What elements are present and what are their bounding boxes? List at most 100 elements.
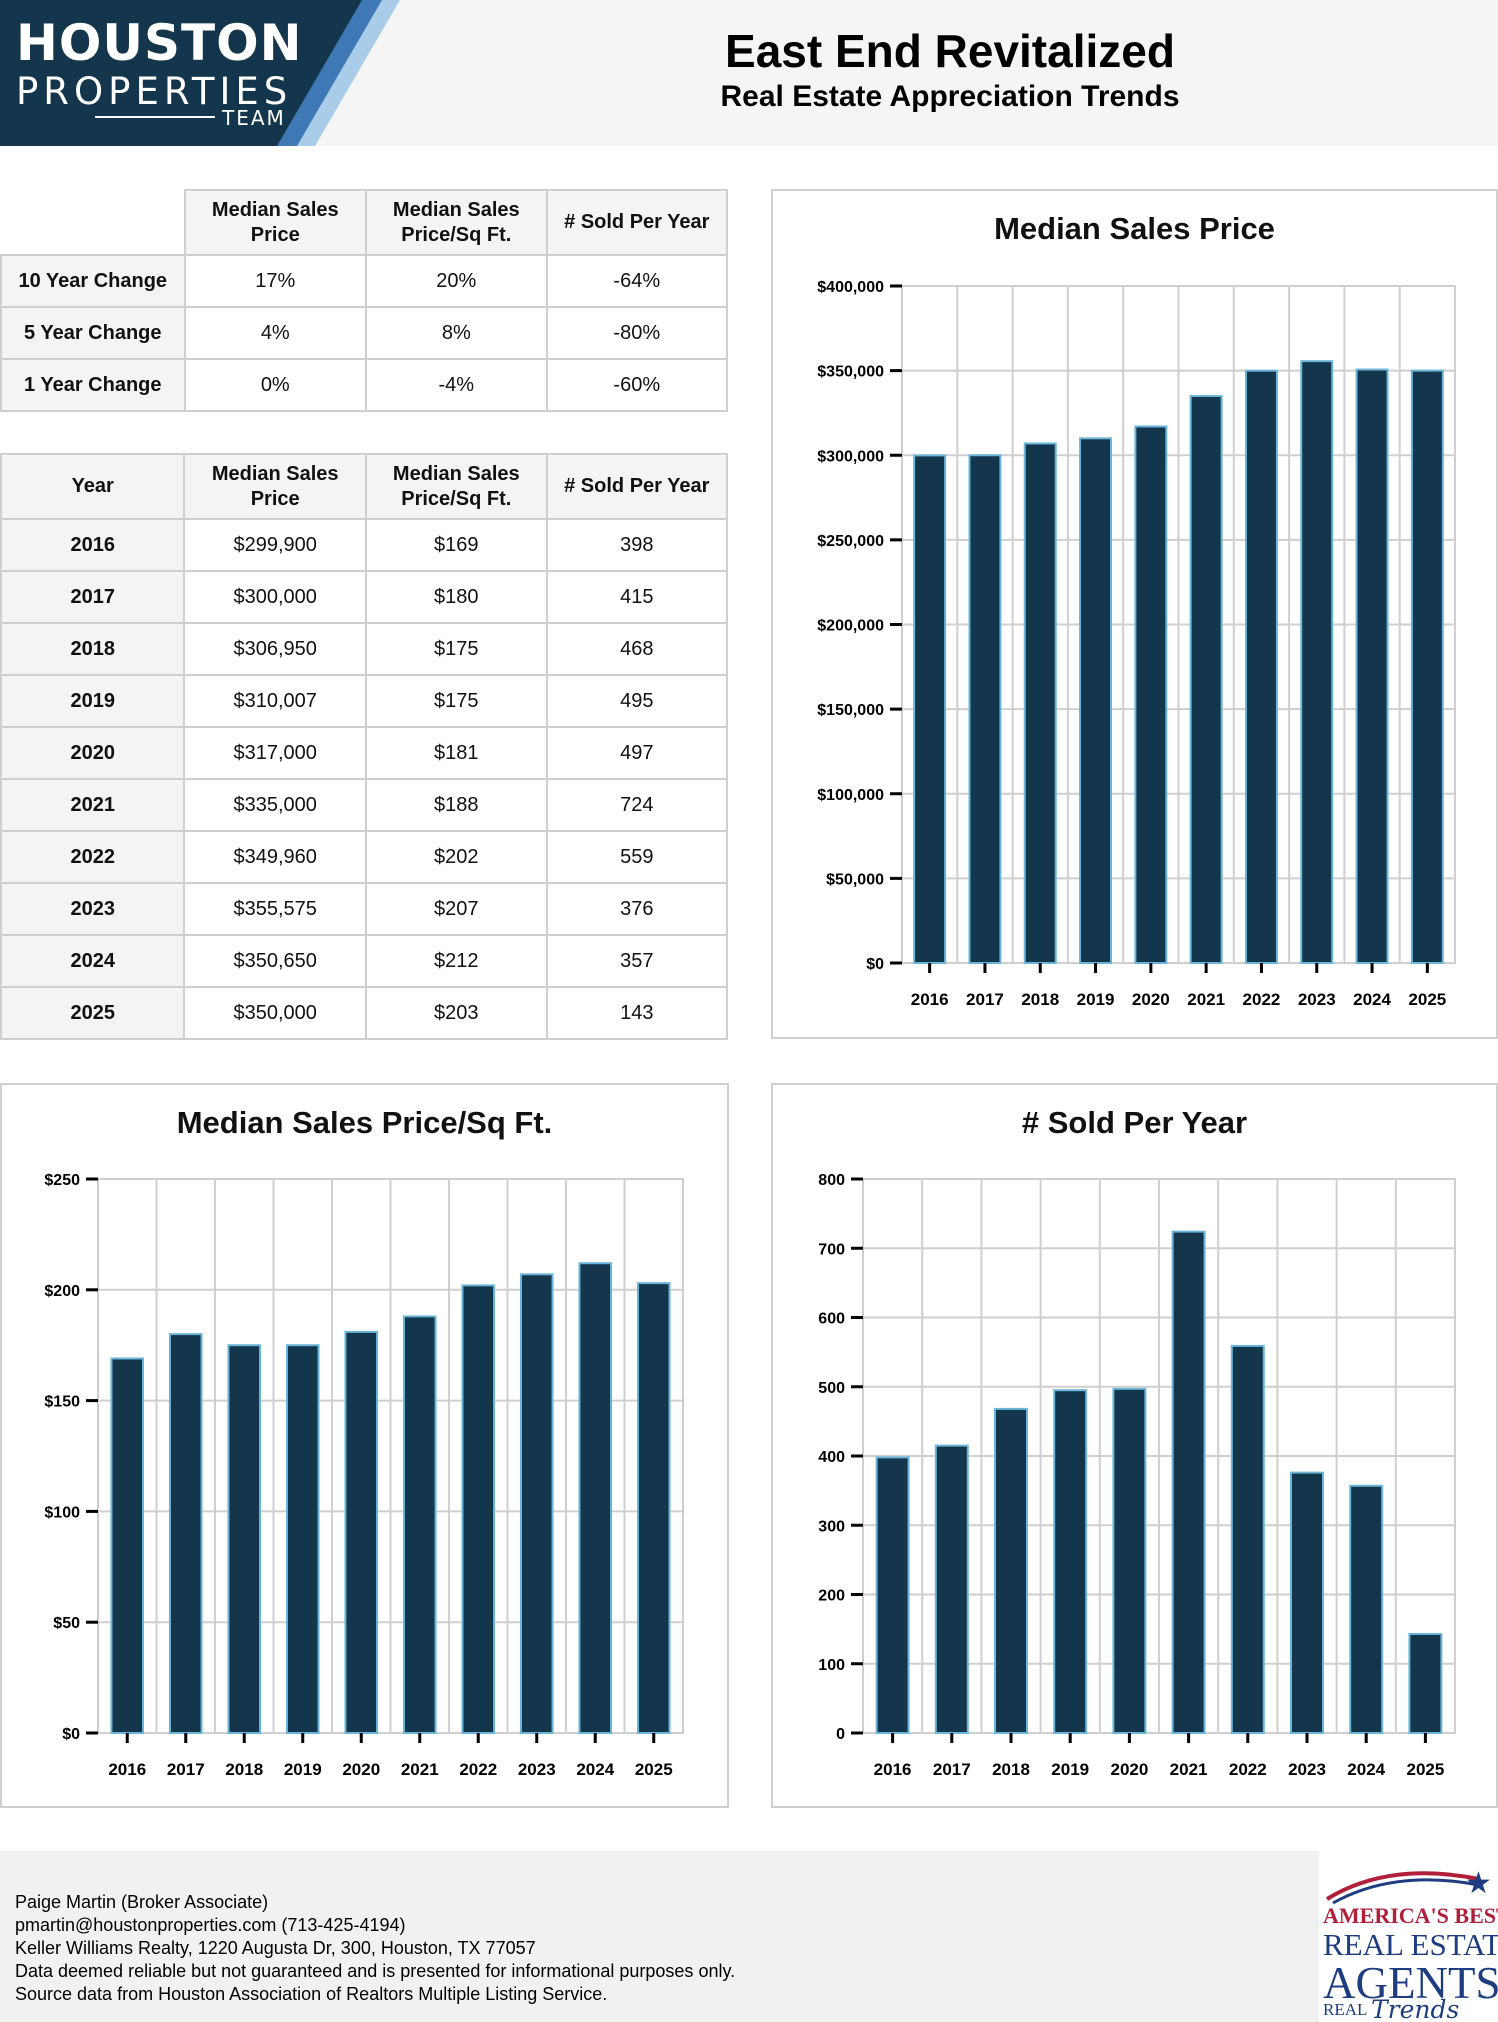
x-tick-label: 2016 xyxy=(874,1760,912,1779)
cell-sqft: $175 xyxy=(364,622,548,676)
page-footer: Paige Martin (Broker Associate) pmartin@… xyxy=(0,1851,1498,2022)
cell-sold: 357 xyxy=(545,934,729,988)
bar xyxy=(1408,1632,1443,1734)
bar xyxy=(1410,369,1444,964)
bar xyxy=(1171,1230,1206,1734)
bar xyxy=(1053,1389,1088,1734)
bar xyxy=(578,1262,613,1734)
y-tick-label: 500 xyxy=(818,1380,845,1397)
cell-year: 2016 xyxy=(0,518,186,572)
cell-price: 17% xyxy=(183,254,368,308)
y-tick-label: 800 xyxy=(818,1172,845,1189)
table-header-sold: # Sold Per Year xyxy=(545,453,729,520)
y-tick-label: $150,000 xyxy=(817,702,884,719)
y-tick-label: $100 xyxy=(44,1504,80,1521)
brokerage-address: Keller Williams Realty, 1220 Augusta Dr,… xyxy=(15,1938,536,1958)
chart-title: # Sold Per Year xyxy=(1021,1105,1248,1140)
page-title: East End Revitalized xyxy=(725,25,1175,77)
company-logo xyxy=(0,0,400,146)
cell-price: $317,000 xyxy=(183,726,367,780)
x-tick-label: 2020 xyxy=(1132,990,1170,1009)
y-tick-label: $100,000 xyxy=(817,787,884,804)
sold-per-year-chart-panel: # Sold Per Year 0 100 200 300 400 500 600 700 80… xyxy=(771,1083,1498,1808)
y-tick-label: 700 xyxy=(818,1241,845,1258)
x-tick-label: 2023 xyxy=(1288,1760,1326,1779)
bar xyxy=(1244,369,1278,965)
table-row: 2021 $335,000 $188 724 xyxy=(0,778,729,832)
row-label: 10 Year Change xyxy=(0,254,186,308)
logo-divider xyxy=(95,116,215,118)
cell-year: 2024 xyxy=(0,934,186,988)
x-tick-label: 2017 xyxy=(966,990,1004,1009)
bar xyxy=(110,1357,145,1734)
table-row: 2018 $306,950 $175 468 xyxy=(0,622,729,676)
cell-sold: 724 xyxy=(545,778,729,832)
y-tick-label: $50 xyxy=(53,1615,80,1632)
y-tick-label: $300,000 xyxy=(817,448,884,465)
page-header: HOUSTON PROPERTIES TEAM East End Revital… xyxy=(0,0,1498,146)
cell-year: 2017 xyxy=(0,570,186,624)
x-tick-label: 2021 xyxy=(1187,990,1225,1009)
x-tick-label: 2023 xyxy=(1298,990,1336,1009)
table-header-sqft: Median Sales Price/Sq Ft. xyxy=(365,189,548,256)
bar xyxy=(636,1282,671,1734)
y-tick-label: $150 xyxy=(44,1394,80,1411)
y-tick-label: $50,000 xyxy=(826,871,884,888)
bar xyxy=(934,1444,969,1734)
cell-sold: 468 xyxy=(545,622,729,676)
cell-sqft: $203 xyxy=(364,986,548,1040)
x-tick-label: 2020 xyxy=(342,1760,380,1779)
y-tick-label: $0 xyxy=(866,956,884,973)
bar xyxy=(1134,425,1168,965)
agent-contact-block: Paige Martin (Broker Associate) pmartin@… xyxy=(15,1891,735,2006)
bar xyxy=(285,1344,320,1734)
y-tick-label: 0 xyxy=(836,1726,845,1743)
cell-sqft: $181 xyxy=(364,726,548,780)
table-header-year: Year xyxy=(0,453,186,520)
bar xyxy=(1230,1344,1265,1734)
x-tick-label: 2021 xyxy=(1170,1760,1208,1779)
table-row: 2024 $350,650 $212 357 xyxy=(0,934,729,988)
cell-price: $350,650 xyxy=(183,934,367,988)
logo-line-properties: PROPERTIES xyxy=(16,70,293,113)
y-tick-label: 600 xyxy=(818,1311,845,1328)
table-row: 2023 $355,575 $207 376 xyxy=(0,882,729,936)
y-tick-label: 400 xyxy=(818,1449,845,1466)
badge-line-agents: AGENTS xyxy=(1323,1958,1498,2008)
agent-name: Paige Martin (Broker Associate) xyxy=(15,1892,269,1912)
cell-sqft: 8% xyxy=(365,306,548,360)
bar xyxy=(1300,360,1334,964)
cell-sold: -60% xyxy=(545,358,729,412)
cell-sqft: $202 xyxy=(364,830,548,884)
table-header-price: Median Sales Price xyxy=(183,189,368,256)
table-row: 2019 $310,007 $175 495 xyxy=(0,674,729,728)
cell-year: 2023 xyxy=(0,882,186,936)
cell-sold: 376 xyxy=(545,882,729,936)
table-row: 2020 $317,000 $181 497 xyxy=(0,726,729,780)
cell-price: $300,000 xyxy=(183,570,367,624)
agent-email-phone[interactable]: pmartin@houstonproperties.com (713-425-4… xyxy=(15,1915,406,1935)
table-row: 5 Year Change 4% 8% -80% xyxy=(0,306,729,360)
star-icon: ★ xyxy=(1465,1867,1492,1900)
cell-sqft: $207 xyxy=(364,882,548,936)
bar xyxy=(1023,442,1057,964)
change-summary-table: Median Sales Price Median Sales Price/Sq… xyxy=(0,189,729,412)
x-tick-label: 2022 xyxy=(1229,1760,1267,1779)
x-tick-label: 2022 xyxy=(1243,990,1281,1009)
cell-year: 2019 xyxy=(0,674,186,728)
x-tick-label: 2016 xyxy=(911,990,949,1009)
bar xyxy=(1189,395,1223,964)
x-tick-label: 2019 xyxy=(1051,1760,1089,1779)
table-header-row: Year Median Sales Price Median Sales Pri… xyxy=(0,453,729,520)
bar xyxy=(402,1315,437,1734)
cell-price: $310,007 xyxy=(183,674,367,728)
x-tick-label: 2019 xyxy=(1077,990,1115,1009)
badge-swoosh xyxy=(1325,1871,1480,1905)
chart-title: Median Sales Price xyxy=(994,211,1275,246)
cell-sqft: $212 xyxy=(364,934,548,988)
x-tick-label: 2019 xyxy=(284,1760,322,1779)
cell-price: $350,000 xyxy=(183,986,367,1040)
table-header-price: Median Sales Price xyxy=(183,453,367,520)
x-tick-label: 2025 xyxy=(635,1760,673,1779)
price-per-sqft-chart-panel: Median Sales Price/Sq Ft. $0 $50 $100 $150 $… xyxy=(0,1083,729,1808)
